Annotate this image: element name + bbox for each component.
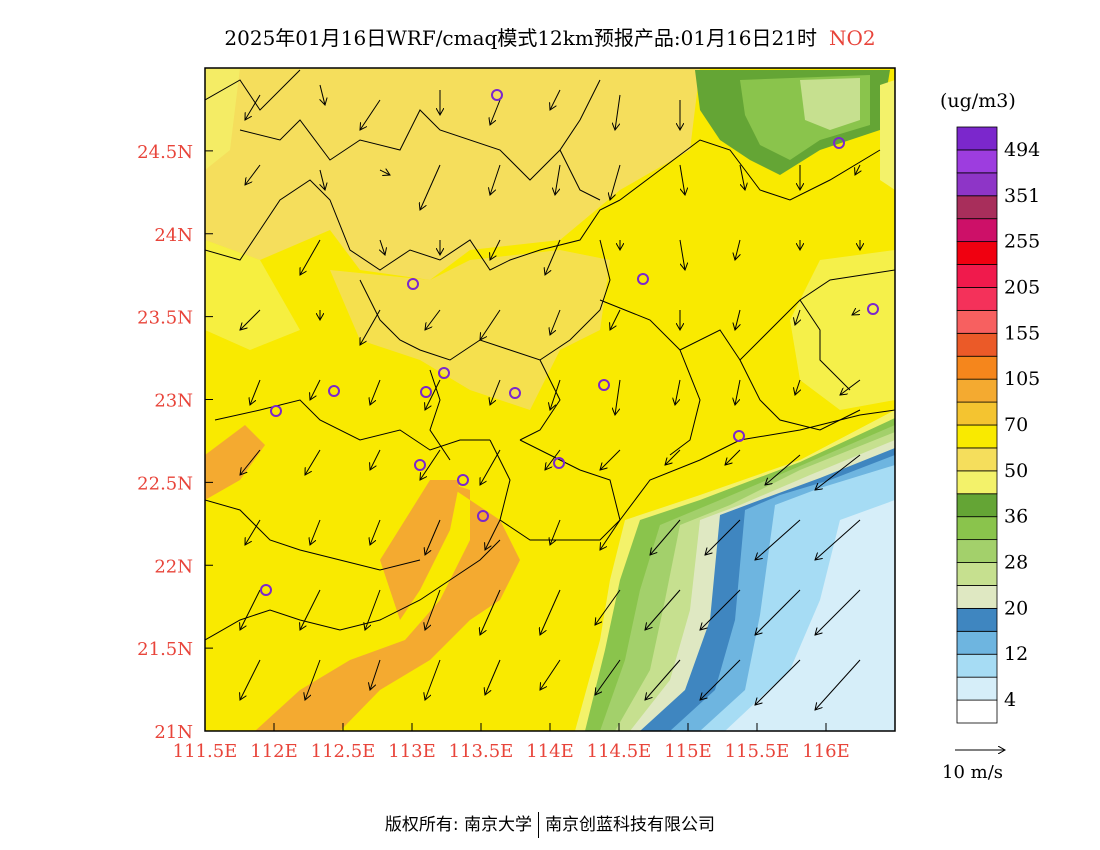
- legend-swatch: [956, 539, 998, 563]
- legend-swatch: [956, 218, 998, 243]
- lon-label: 112E: [250, 741, 298, 762]
- wind-vectors: [240, 84, 860, 710]
- legend-label: 494: [1004, 139, 1040, 161]
- pollutant-label: NO2: [828, 26, 876, 50]
- lon-label: 112.5E: [311, 741, 376, 762]
- legend-label: 205: [1004, 276, 1040, 298]
- legend-label: 28: [1004, 552, 1028, 574]
- legend-swatch: [956, 172, 998, 197]
- legend-label: 255: [1004, 231, 1040, 253]
- legend-swatch: [956, 355, 998, 380]
- legend-swatch: [956, 562, 998, 586]
- map-axes: 111.5E 112E 112.5E 113E 113.5E 114E 114.5E 115E…: [137, 142, 850, 762]
- legend-swatch: [956, 447, 998, 472]
- legend-label: 155: [1004, 322, 1040, 344]
- footer: 版权所有: 南京大学 南京创蓝科技有限公司: [0, 810, 1100, 838]
- lat-label: 24N: [154, 225, 193, 246]
- legend-label: 50: [1004, 460, 1028, 482]
- legend-swatch: [956, 585, 998, 609]
- lon-label: 114E: [526, 741, 574, 762]
- title-text: 2025年01月16日WRF/cmaq模式12km预报产品:01月16日21时: [224, 26, 817, 50]
- legend-swatch: [956, 332, 998, 357]
- legend-colorbar: 4 12 20 28 36 50 70 105 155 205 255 351 494: [956, 126, 1040, 724]
- legend-swatch: [956, 699, 998, 724]
- copyright-text: 版权所有: 南京大学: [384, 815, 533, 835]
- lon-label: 114.5E: [587, 741, 652, 762]
- legend-unit: (ug/m3): [940, 90, 1016, 112]
- legend-swatch: [956, 607, 998, 632]
- legend-swatch: [956, 470, 998, 495]
- lat-label: 21.5N: [137, 639, 193, 660]
- lon-label: 115E: [664, 741, 712, 762]
- legend-swatch: [956, 424, 998, 449]
- lon-label: 113.5E: [449, 741, 514, 762]
- legend-swatch: [956, 493, 998, 518]
- legend-label: 36: [1004, 506, 1028, 528]
- legend-label: 20: [1004, 597, 1028, 619]
- legend-swatch: [956, 676, 998, 701]
- legend-label: 12: [1004, 643, 1028, 665]
- legend-swatch: [956, 653, 998, 678]
- legend-swatch: [956, 195, 998, 220]
- legend-swatch: [956, 264, 998, 288]
- lat-label: 23N: [154, 391, 193, 412]
- wind-reference-label: 10 m/s: [942, 762, 1003, 783]
- company-text: 南京创蓝科技有限公司: [545, 815, 716, 835]
- legend-swatch: [956, 401, 998, 426]
- lon-label: 113E: [388, 741, 436, 762]
- lat-label: 22.5N: [137, 473, 193, 494]
- map-title: 2025年01月16日WRF/cmaq模式12km预报产品:01月16日21时 N…: [0, 22, 1100, 51]
- legend-swatch: [956, 630, 998, 655]
- legend-swatch: [956, 149, 998, 174]
- lat-label: 24.5N: [137, 142, 193, 163]
- lat-label: 23.5N: [137, 308, 193, 329]
- legend-swatch: [956, 378, 998, 403]
- footer-separator: [538, 812, 540, 838]
- legend-swatch: [956, 516, 998, 541]
- lat-label: 22N: [154, 556, 193, 577]
- legend-swatch: [956, 241, 998, 265]
- legend-label: 4: [1004, 689, 1016, 711]
- lon-label: 111.5E: [173, 741, 238, 762]
- legend-swatch: [956, 126, 998, 151]
- legend-swatch: [956, 309, 998, 334]
- lat-label: 21N: [154, 722, 193, 743]
- legend-label: 351: [1004, 185, 1040, 207]
- legend-label: 70: [1004, 414, 1028, 436]
- admin-boundaries: [205, 69, 895, 641]
- concentration-field: [205, 68, 895, 731]
- city-markers: [260, 89, 879, 596]
- lon-label: 116E: [802, 741, 850, 762]
- legend-label: 105: [1004, 368, 1040, 390]
- legend-swatch: [956, 287, 998, 311]
- lon-label: 115.5E: [725, 741, 790, 762]
